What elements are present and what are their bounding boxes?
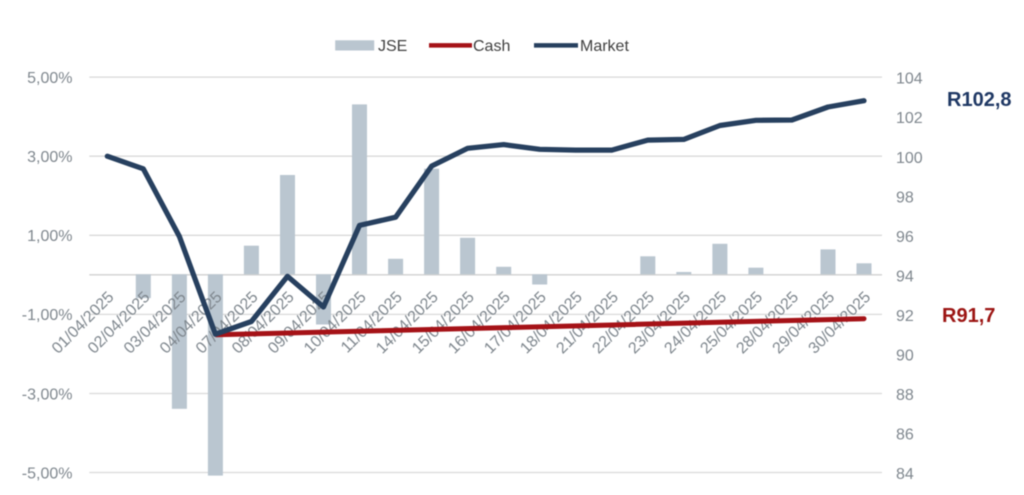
svg-text:5,00%: 5,00% (27, 70, 72, 87)
svg-text:-3,00%: -3,00% (22, 386, 73, 403)
svg-text:104: 104 (896, 71, 923, 88)
svg-text:88: 88 (896, 387, 914, 404)
svg-text:90: 90 (896, 348, 914, 365)
svg-text:86: 86 (896, 427, 914, 444)
svg-text:-1,00%: -1,00% (22, 307, 73, 324)
svg-text:JSE: JSE (378, 38, 407, 55)
svg-text:100: 100 (896, 150, 923, 167)
svg-text:R102,8: R102,8 (947, 89, 1012, 111)
svg-text:84: 84 (896, 466, 914, 483)
svg-text:94: 94 (896, 268, 914, 285)
svg-text:Cash: Cash (473, 38, 510, 55)
svg-text:96: 96 (896, 229, 914, 246)
svg-text:102: 102 (896, 110, 923, 127)
svg-text:-5,00%: -5,00% (22, 465, 73, 482)
svg-text:Market: Market (580, 38, 629, 55)
svg-text:1,00%: 1,00% (27, 228, 72, 245)
svg-text:R91,7: R91,7 (942, 305, 995, 327)
svg-text:92: 92 (896, 308, 914, 325)
svg-text:3,00%: 3,00% (27, 149, 72, 166)
svg-text:98: 98 (896, 189, 914, 206)
